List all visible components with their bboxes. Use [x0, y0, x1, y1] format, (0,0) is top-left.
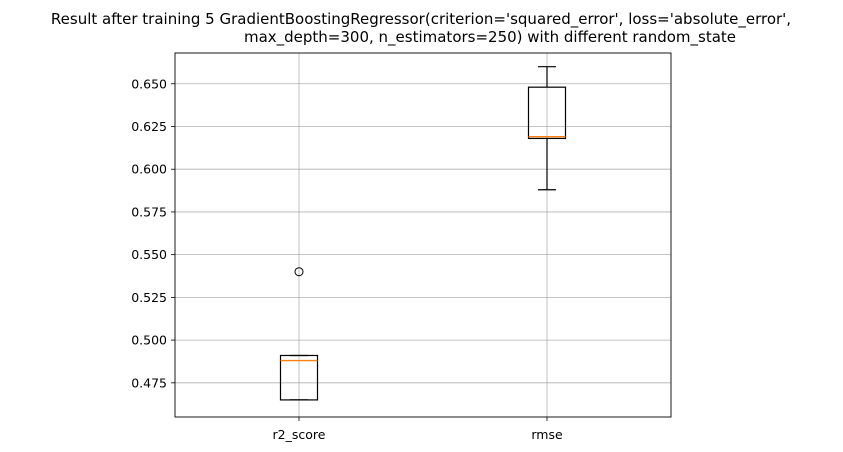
- plot-frame: [174, 52, 672, 418]
- x-tick-label-r2-score: r2_score: [273, 427, 326, 442]
- y-tick-label: 0.575: [131, 204, 167, 219]
- box-r2-score: [279, 267, 319, 401]
- outlier-point: [294, 267, 304, 277]
- axes: 0.475 0.500 0.525 0.550 0.575 0.600 0.625 0.650…: [131, 52, 672, 442]
- y-tick-label: 0.500: [131, 333, 167, 348]
- box-body: [279, 354, 319, 401]
- y-tick-label: 0.625: [131, 119, 167, 134]
- y-tick-label: 0.600: [131, 162, 167, 177]
- x-tick-label-rmse: rmse: [531, 427, 563, 442]
- y-tick-label: 0.550: [131, 247, 167, 262]
- box-body: [527, 86, 567, 140]
- boxes: [279, 66, 567, 401]
- y-tick-label: 0.650: [131, 76, 167, 91]
- box-rmse: [527, 66, 567, 191]
- y-tick-label: 0.475: [131, 375, 167, 390]
- y-tick-label: 0.525: [131, 290, 167, 305]
- chart-title-line-2: max_depth=300, n_estimators=250) with di…: [244, 28, 736, 47]
- chart-title-line-1: Result after training 5 GradientBoosting…: [51, 10, 791, 29]
- grid-lines: [175, 53, 671, 417]
